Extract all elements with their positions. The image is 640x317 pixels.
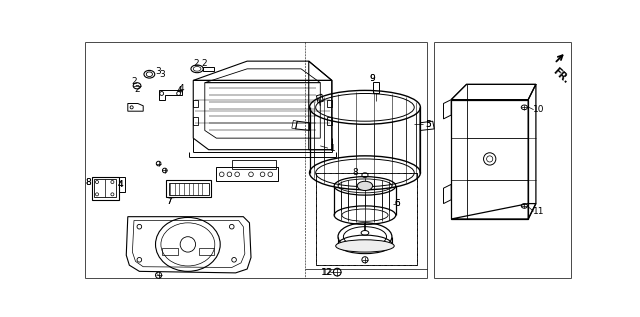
- Bar: [166, 180, 211, 197]
- Bar: [92, 177, 118, 200]
- Bar: [327, 117, 332, 125]
- Text: 3: 3: [159, 70, 164, 79]
- Text: 4: 4: [118, 180, 124, 189]
- Bar: [168, 183, 209, 195]
- Bar: [372, 82, 379, 94]
- Text: FR.: FR.: [550, 66, 571, 85]
- Text: 4: 4: [179, 84, 184, 93]
- Text: 6: 6: [394, 199, 400, 208]
- Text: 2: 2: [201, 59, 207, 68]
- Text: 7: 7: [166, 197, 172, 206]
- Text: 5: 5: [425, 120, 431, 129]
- Text: 2: 2: [134, 85, 140, 94]
- Text: 8: 8: [352, 168, 358, 177]
- Text: 8: 8: [86, 178, 92, 187]
- Bar: [216, 167, 278, 181]
- Text: 4: 4: [118, 180, 124, 189]
- Text: 9: 9: [370, 74, 376, 83]
- Bar: [316, 173, 417, 265]
- Bar: [451, 100, 528, 219]
- Bar: [193, 117, 198, 125]
- Bar: [232, 160, 276, 169]
- Text: 9: 9: [370, 74, 376, 83]
- Text: 7: 7: [166, 197, 172, 206]
- Bar: [94, 179, 116, 197]
- Bar: [327, 100, 332, 107]
- Bar: [193, 100, 198, 107]
- Text: 1: 1: [330, 144, 335, 153]
- Text: 8: 8: [86, 178, 92, 187]
- Text: 2: 2: [131, 77, 137, 86]
- Text: 5: 5: [425, 120, 431, 129]
- Text: 6: 6: [394, 199, 400, 208]
- Text: 2: 2: [193, 59, 199, 68]
- Text: 11: 11: [532, 207, 544, 216]
- Text: 12: 12: [321, 268, 332, 277]
- Text: 10: 10: [532, 105, 544, 114]
- Text: 4: 4: [177, 86, 182, 95]
- Ellipse shape: [357, 181, 372, 191]
- Text: 3: 3: [155, 68, 161, 76]
- Text: 12: 12: [323, 268, 333, 277]
- Ellipse shape: [336, 240, 394, 252]
